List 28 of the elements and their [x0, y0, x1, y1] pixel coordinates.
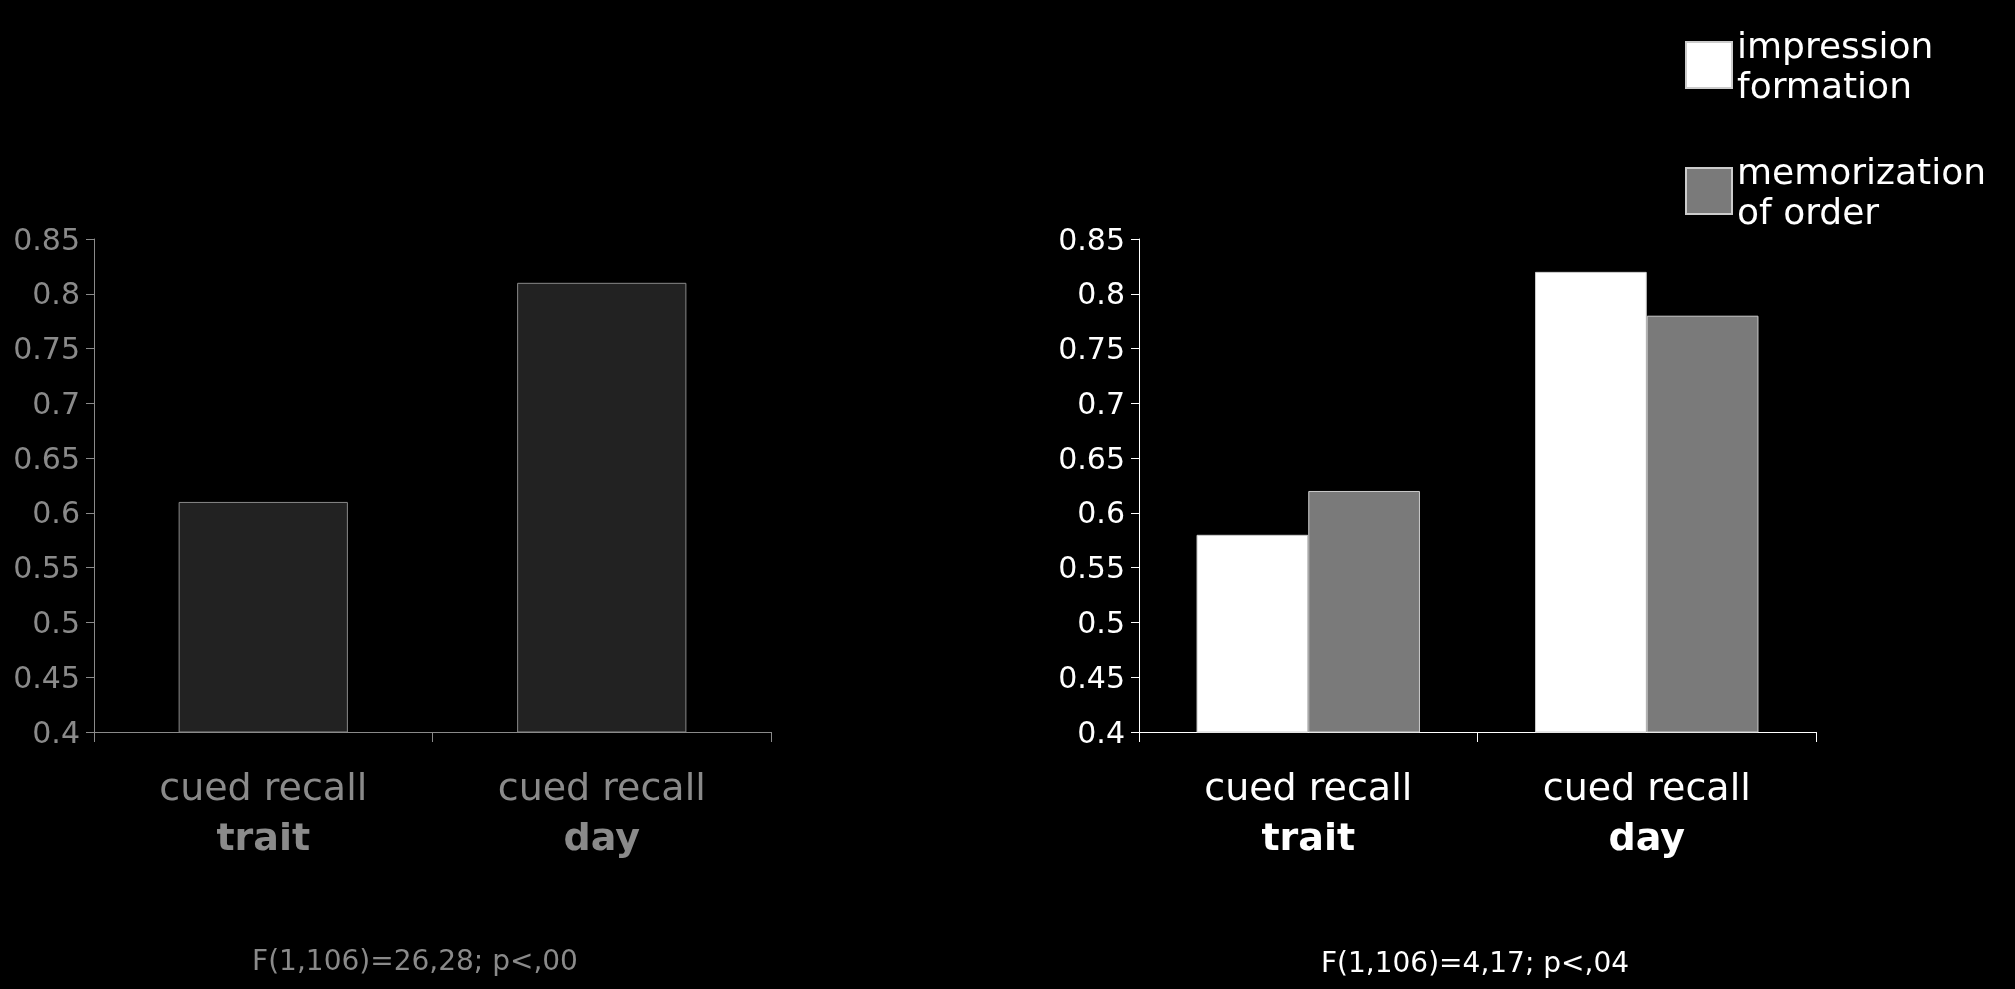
y-tick-label: 0.6 [1077, 495, 1125, 531]
y-tick-label: 0.65 [1058, 440, 1125, 476]
y-tick-label: 0.65 [13, 440, 80, 476]
legend-label: impression formation [1737, 24, 1945, 106]
y-tick-label: 0.6 [32, 495, 80, 531]
x-tick-label: cued recall day [1542, 765, 1751, 859]
y-tick-label: 0.5 [1077, 604, 1125, 640]
text: F(1,106)=26,28; p<,00 [252, 943, 578, 977]
y-tick-label: 0.8 [32, 276, 80, 312]
y-tick-label: 0.4 [32, 714, 80, 750]
y-tick-label: 0.45 [13, 659, 80, 695]
y-tick-label: 0.45 [1058, 659, 1125, 695]
y-tick-label: 0.4 [1077, 714, 1125, 750]
y-tick-label: 0.7 [1077, 385, 1125, 421]
x-tick-label: cued recall trait [159, 765, 368, 859]
y-tick-label: 0.55 [1058, 550, 1125, 586]
x-tick-label: cued recall day [497, 765, 706, 859]
y-tick-label: 0.5 [32, 604, 80, 640]
legend-label: memorization of order [1737, 150, 1998, 232]
y-tick-label: 0.75 [1058, 331, 1125, 367]
y-tick-label: 0.55 [13, 550, 80, 586]
y-tick-label: 0.8 [1077, 276, 1125, 312]
y-tick-label: 0.85 [13, 221, 80, 257]
y-tick-label: 0.75 [13, 331, 80, 367]
x-tick-label: cued recall trait [1204, 765, 1413, 859]
y-tick-label: 0.85 [1058, 221, 1125, 257]
y-tick-label: 0.7 [32, 385, 80, 421]
text: F(1,106)=4,17; p<,04 [1320, 945, 1630, 979]
